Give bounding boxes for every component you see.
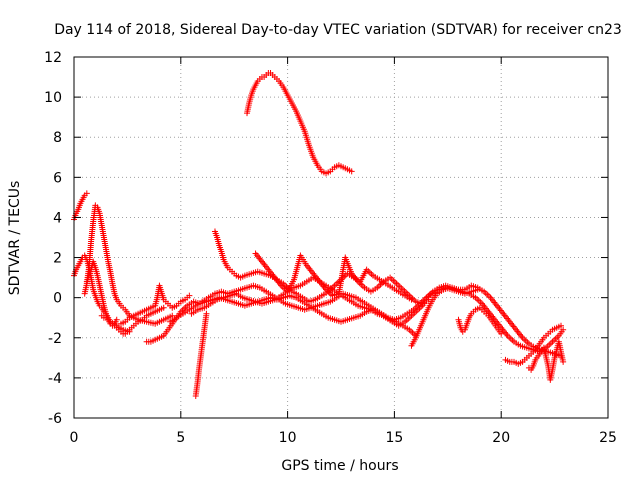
y-tick-label: 8 (53, 130, 62, 146)
x-tick-label: 10 (279, 430, 297, 446)
grid-lines (74, 57, 608, 418)
plot-frame (73, 56, 609, 419)
data-point (203, 310, 210, 317)
x-tick-label: 5 (176, 430, 185, 446)
y-axis-label: SDTVAR / TECUs (7, 181, 23, 296)
y-tick-label: -4 (48, 371, 62, 387)
x-tick-label: 25 (599, 430, 617, 446)
y-tick-label: 12 (44, 50, 62, 66)
x-tick-label: 15 (385, 430, 403, 446)
chart-title: Day 114 of 2018, Sidereal Day-to-day VTE… (54, 22, 622, 38)
y-tick-label: 0 (53, 291, 62, 307)
y-tick-label: 10 (44, 90, 62, 106)
data-point (408, 296, 415, 303)
x-axis-label: GPS time / hours (281, 458, 398, 474)
axis-ticks: 0 5 10 15 20 25 -6 -4 -2 0 2 4 6 8 10 12 (44, 50, 617, 446)
y-tick-label: 2 (53, 251, 62, 267)
data-point (113, 316, 120, 323)
x-tick-label: 0 (70, 430, 79, 446)
data-point (160, 304, 167, 311)
data-point (558, 322, 565, 329)
data-points (71, 70, 567, 399)
data-point (348, 168, 355, 175)
y-tick-label: 4 (53, 210, 62, 226)
y-tick-label: 6 (53, 170, 62, 186)
data-point (83, 190, 90, 197)
data-point (560, 358, 567, 365)
data-point (186, 292, 193, 299)
x-tick-label: 20 (492, 430, 510, 446)
y-tick-label: -2 (48, 331, 62, 347)
data-point (560, 326, 567, 333)
data-point (498, 330, 505, 337)
y-tick-label: -6 (48, 411, 62, 427)
